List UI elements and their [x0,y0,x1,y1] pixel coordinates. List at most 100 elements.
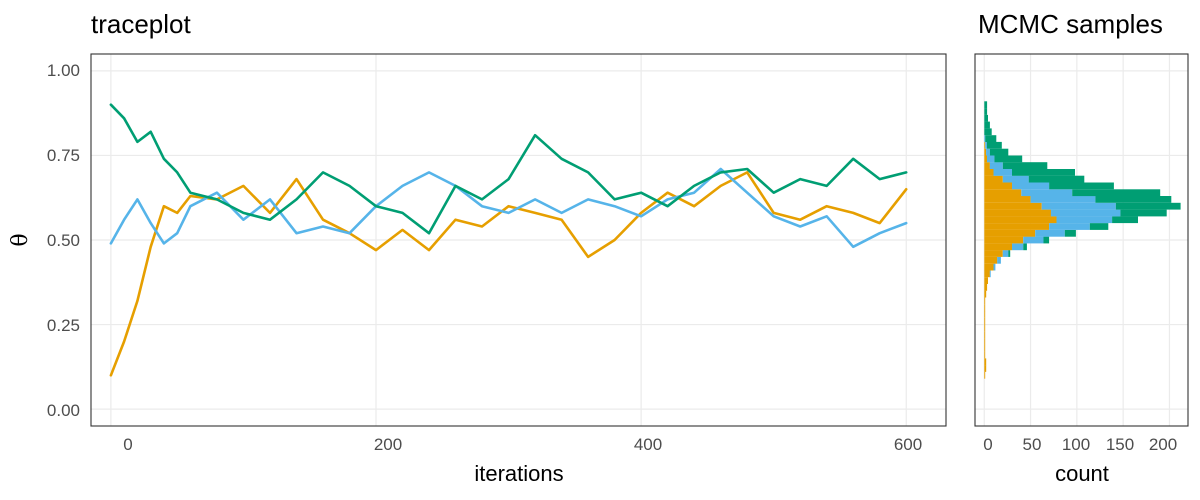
histogram-bar-chain-1 [984,189,1022,197]
histogram-bar-chain-1 [984,270,990,278]
histogram-bar-chain-3 [989,148,1009,156]
histogram-bar-chain-1 [984,182,1013,190]
histogram-bar-chain-2 [993,263,996,271]
histogram-bar-chain-2 [1041,202,1116,210]
x-tick-label: 50 [1023,435,1042,454]
histogram-gridlines [975,54,1188,426]
histogram-bar-chain-3 [1028,175,1085,183]
traceplot-panel: 0.00 0.25 0.50 0.75 1.00 0 200 400 600 i… [8,53,947,486]
histogram-bar-chain-2 [1035,229,1065,237]
histogram-bar-chain-1 [984,284,988,291]
histogram-bar-chain-2 [997,256,1001,264]
histogram-bar-chain-2 [993,169,1012,176]
histogram-bar-chain-1 [984,351,986,359]
histogram-bar-chain-1 [984,162,990,169]
trace-line-chain-2 [109,167,908,249]
traceplot-gridlines [91,54,946,426]
trace-line-chain-1 [109,171,908,377]
x-axis-title: count [1055,461,1109,486]
histogram-bar-chain-1 [984,196,1031,203]
histogram-bar-chain-2 [986,148,990,156]
traceplot-title: traceplot [91,9,191,39]
x-tick-label: 150 [1106,435,1134,454]
histogram-bar-chain-3 [1023,243,1027,251]
histogram-bar-chain-1 [984,209,1051,217]
histogram-bar-chain-3 [1112,216,1138,224]
histogram-bar-chain-3 [1012,169,1075,176]
histogram-bar-chain-1 [984,324,986,332]
y-tick-label: 0.00 [47,401,80,420]
histogram-bar-chain-3 [987,141,1002,149]
histogram-bar-chain-3 [984,128,992,136]
histogram-bar-chain-1 [984,169,994,176]
histogram-bar-chain-2 [989,162,1003,169]
histogram-bar-chain-1 [984,216,1057,224]
histogram-bar-chain-3 [1043,236,1050,244]
histogram-bar-chain-1 [984,331,986,339]
histogram-bar-chain-3 [1089,223,1109,230]
histogram-bar-chain-1 [984,344,986,352]
histogram-bar-chain-1 [984,229,1036,237]
histogram-bar-chain-2 [1002,250,1009,257]
histogram-bar-chain-1 [984,141,986,149]
y-axis-title: θ [8,233,33,246]
histogram-bar-chain-2 [987,155,995,163]
histogram-bar-chain-2 [1012,182,1049,190]
histogram-bar-chain-2 [989,270,991,278]
histogram-bar-chain-1 [984,243,1013,251]
y-tick-label: 1.00 [47,61,80,80]
histogram-bar-chain-2 [1012,243,1024,251]
histogram-bar-chain-1 [984,223,1050,230]
y-tick-label: 0.75 [47,146,80,165]
histogram-bar-chain-3 [984,108,988,115]
histogram-bar-chain-1 [984,148,987,156]
histogram-frame [974,53,1189,427]
histogram-bar-chain-1 [984,155,988,163]
histogram-bar-chain-3 [1002,162,1048,169]
histogram-bar-chain-1 [984,371,986,379]
histogram-bar-chain-2 [1021,189,1073,197]
histogram-bar-chain-3 [985,135,997,142]
histogram-bar-chain-1 [984,304,986,312]
histogram-bar-chain-1 [984,202,1042,210]
x-axis-title: iterations [474,461,563,486]
histogram-bar-chain-1 [984,365,987,372]
histogram-bar-chain-3 [994,155,1023,163]
histogram-bar-chain-3 [1115,202,1181,210]
y-tick-label: 0.25 [47,316,80,335]
histogram-panel: 0 50 100 150 200 count [974,53,1189,486]
histogram-bar-chain-3 [1120,209,1167,217]
histogram-bar-chain-1 [984,256,998,264]
histogram-bar-chain-3 [984,101,988,109]
histogram-bar-chain-3 [1049,182,1114,190]
histogram-title: MCMC samples [978,9,1163,39]
traceplot-series [109,103,908,377]
traceplot-frame [90,53,947,427]
histogram-bar-chain-1 [984,263,994,271]
histogram-bar-chain-3 [1008,250,1011,257]
y-tick-label: 0.50 [47,231,80,250]
histogram-bar-chain-1 [984,311,986,318]
histogram-bar-chain-1 [984,358,987,366]
histogram-bar-chain-1 [984,175,1003,183]
x-tick-label: 200 [374,435,402,454]
x-tick-label: 0 [983,435,992,454]
histogram-bar-chain-3 [1095,196,1172,203]
histogram-bar-chain-1 [984,290,987,298]
histogram-bar-chain-2 [1023,236,1044,244]
histogram-bar-chain-2 [1050,209,1121,217]
histogram-bar-chain-2 [984,135,986,142]
histogram-bar-chain-1 [984,250,1003,257]
x-tick-label: 400 [634,435,662,454]
histogram-bars [984,101,1181,379]
histogram-bar-chain-1 [984,338,986,345]
histogram-bar-chain-2 [1002,175,1029,183]
trace-line-chain-3 [109,103,908,235]
x-tick-label: 0 [123,435,132,454]
x-tick-label: 600 [894,435,922,454]
histogram-bar-chain-2 [1030,196,1096,203]
histogram-bar-chain-2 [985,141,988,149]
histogram-bar-chain-2 [1049,223,1090,230]
histogram-bar-chain-3 [1072,189,1161,197]
